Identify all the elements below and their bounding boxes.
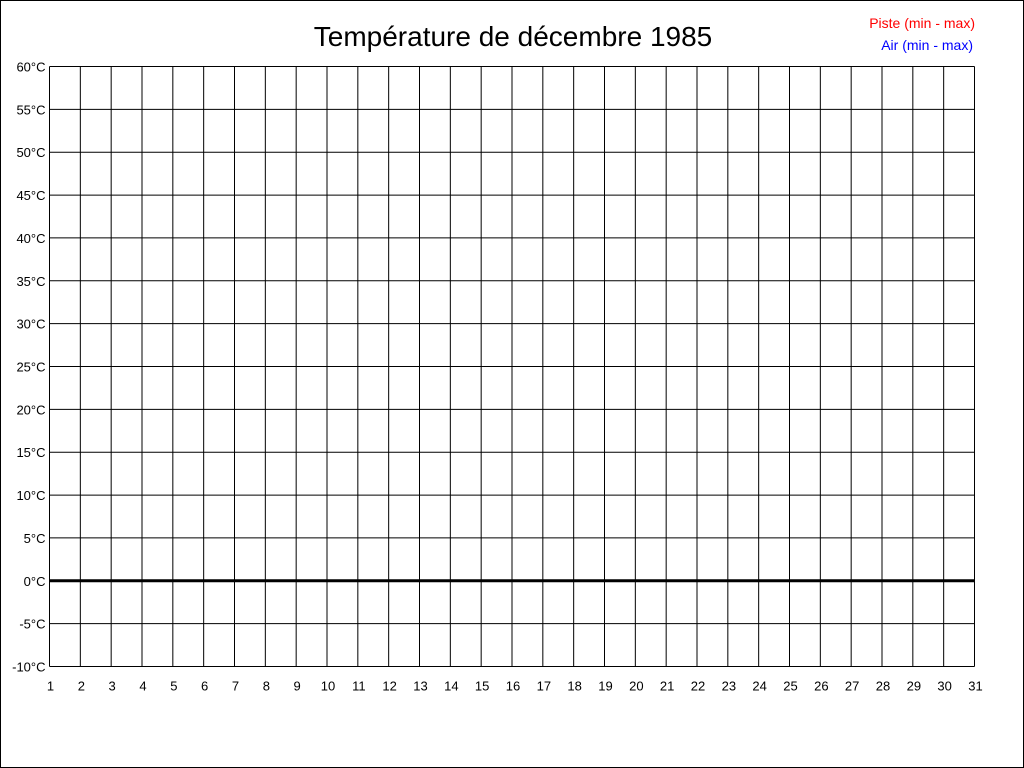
y-tick-label: 10°C: [16, 488, 45, 503]
y-tick-label: 50°C: [16, 145, 45, 160]
y-tick-label: -5°C: [19, 617, 45, 632]
x-tick-label: 6: [201, 679, 208, 694]
y-tick-label: 45°C: [16, 188, 45, 203]
x-tick-label: 18: [567, 679, 581, 694]
x-tick-label: 8: [263, 679, 270, 694]
y-tick-label: 15°C: [16, 445, 45, 460]
x-tick-label: 31: [968, 679, 982, 694]
x-tick-label: 23: [722, 679, 736, 694]
x-tick-label: 29: [907, 679, 921, 694]
x-tick-label: 12: [382, 679, 396, 694]
legend-piste: Piste (min - max): [869, 15, 975, 31]
x-tick-label: 14: [444, 679, 458, 694]
x-tick-label: 28: [876, 679, 890, 694]
y-tick-label: 40°C: [16, 231, 45, 246]
y-tick-label: 30°C: [16, 317, 45, 332]
x-tick-label: 25: [783, 679, 797, 694]
legend-air: Air (min - max): [881, 37, 973, 53]
x-axis-labels: 1 2 3 4 5 6 7 8 9 10 11 12 13 14 15 16 17 18 19 20 21 22 23 24 2…: [47, 679, 983, 694]
x-tick-label: 3: [109, 679, 116, 694]
y-tick-label: 55°C: [16, 102, 45, 117]
x-tick-label: 19: [598, 679, 612, 694]
x-tick-label: 21: [660, 679, 674, 694]
y-tick-label: 35°C: [16, 274, 45, 289]
x-tick-label: 17: [537, 679, 551, 694]
x-tick-label: 11: [352, 679, 366, 694]
x-tick-label: 5: [170, 679, 177, 694]
x-tick-label: 9: [294, 679, 301, 694]
y-tick-label: -10°C: [12, 660, 45, 675]
x-tick-label: 7: [232, 679, 239, 694]
x-tick-label: 1: [47, 679, 54, 694]
grid: [49, 66, 975, 667]
y-axis-labels: -10°C -5°C 0°C 5°C 10°C 15°C 20°C 25°C 30°C 35°C 4…: [12, 60, 45, 675]
y-tick-label: 20°C: [16, 402, 45, 417]
x-tick-label: 22: [691, 679, 705, 694]
x-tick-label: 27: [845, 679, 859, 694]
y-tick-label: 5°C: [24, 531, 46, 546]
y-tick-label: 0°C: [24, 574, 46, 589]
x-tick-label: 2: [78, 679, 85, 694]
x-tick-label: 30: [937, 679, 951, 694]
y-tick-label: 60°C: [16, 60, 45, 75]
y-tick-label: 25°C: [16, 360, 45, 375]
chart-title: Température de décembre 1985: [314, 21, 712, 52]
x-tick-label: 26: [814, 679, 828, 694]
x-tick-label: 15: [475, 679, 489, 694]
x-tick-label: 4: [139, 679, 146, 694]
x-tick-label: 16: [506, 679, 520, 694]
x-tick-label: 10: [321, 679, 335, 694]
x-tick-label: 24: [752, 679, 766, 694]
x-tick-label: 20: [629, 679, 643, 694]
x-tick-label: 13: [413, 679, 427, 694]
